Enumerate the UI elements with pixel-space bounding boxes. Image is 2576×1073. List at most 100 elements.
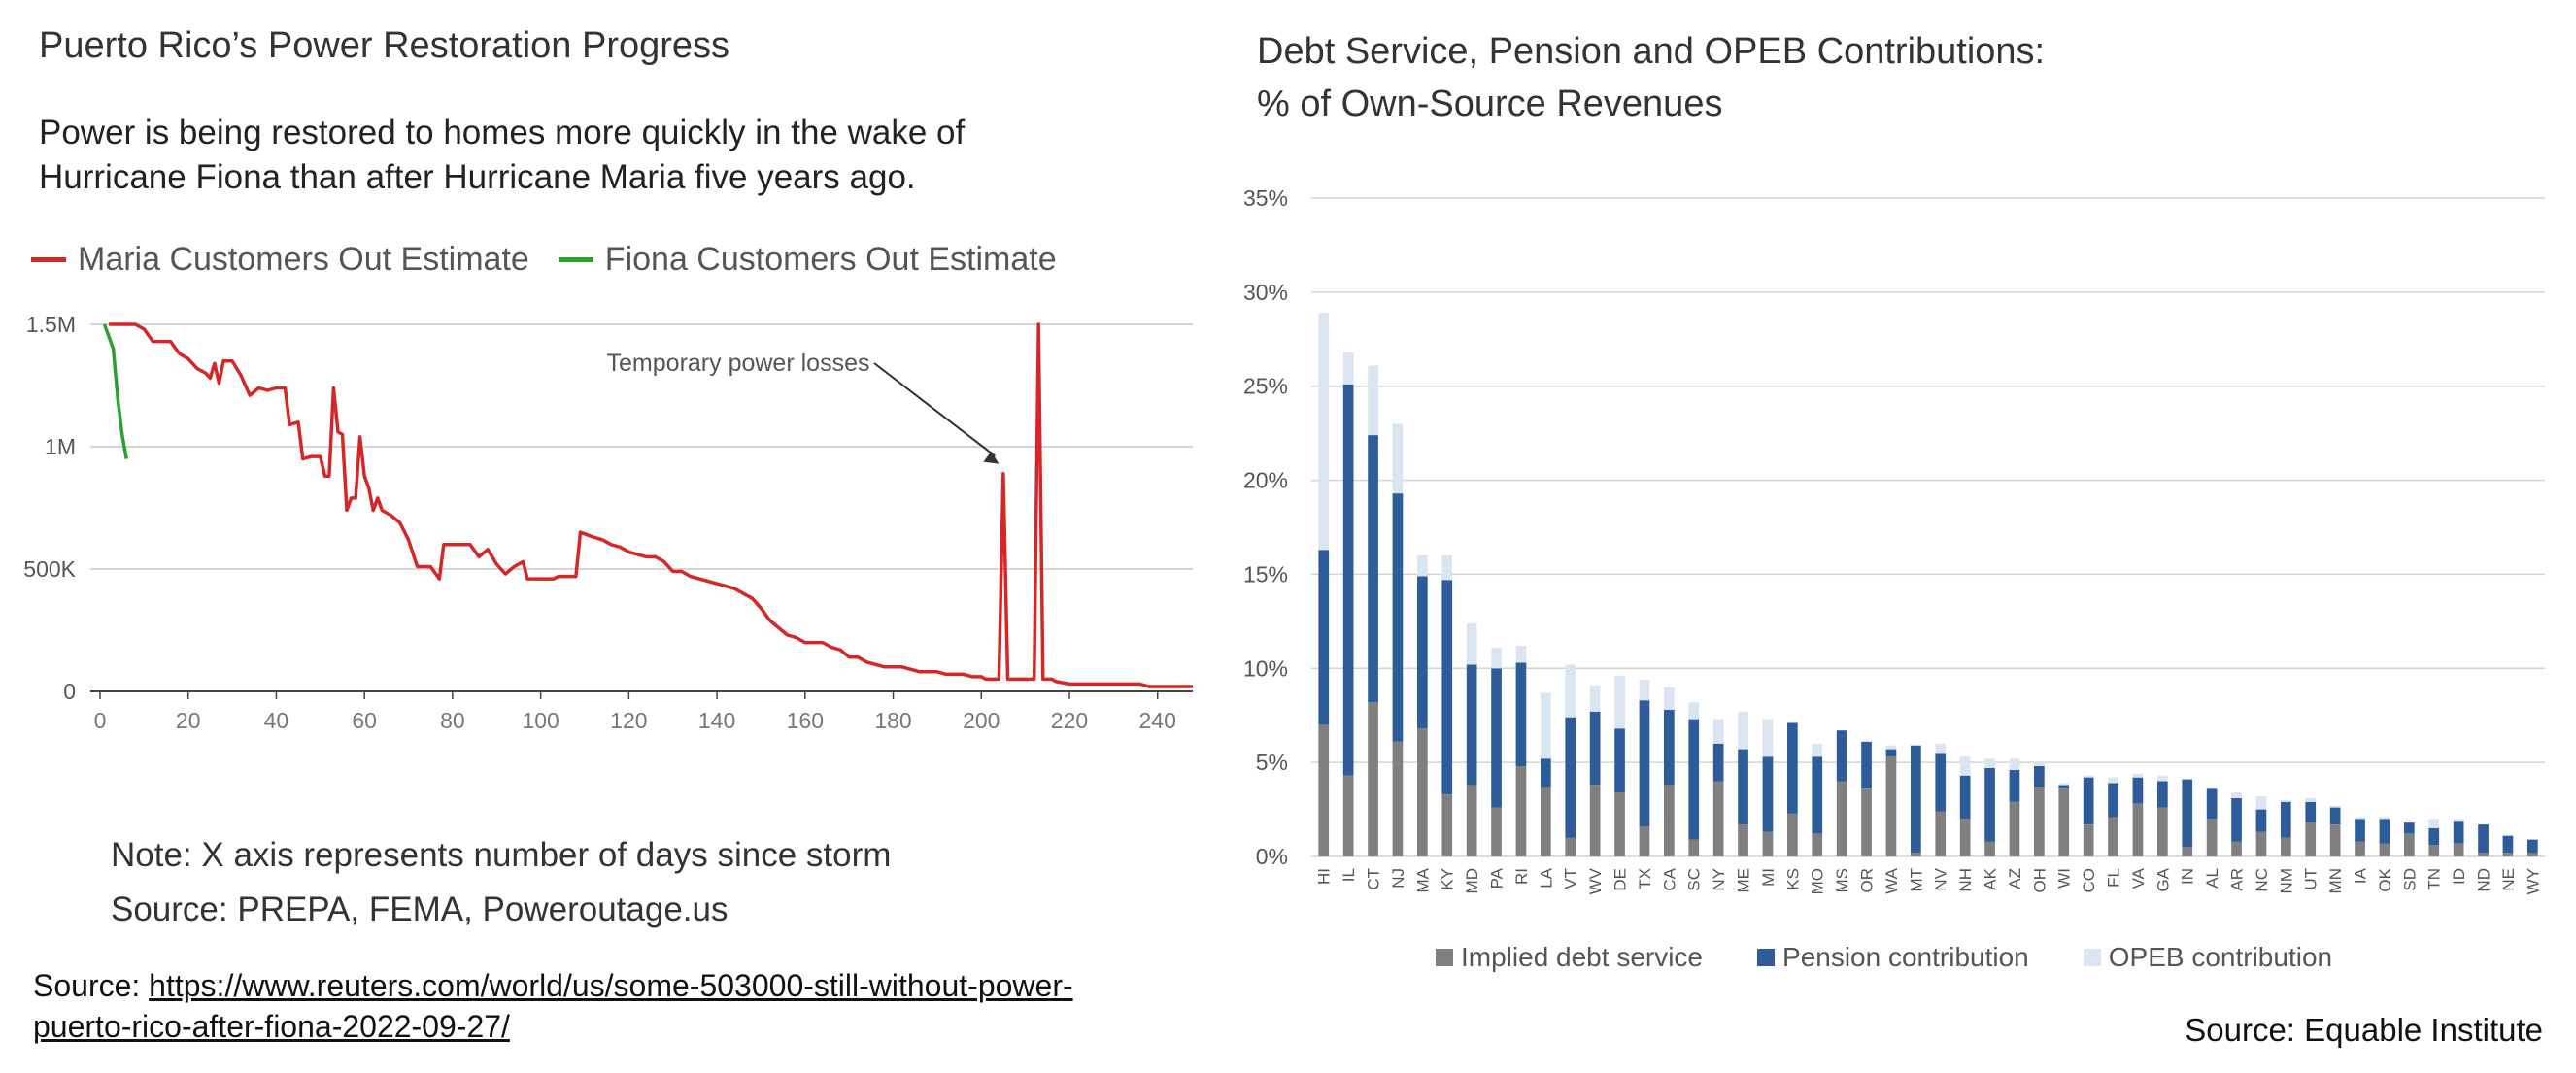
- bar-segment-pension: [2379, 819, 2390, 844]
- bar-segment-debt: [1541, 787, 1551, 856]
- bar-segment-pension: [2305, 801, 2317, 823]
- bar-segment-pension: [1342, 384, 1354, 776]
- bar-segment-opeb: [2157, 775, 2168, 782]
- left-source-prefix: Source:: [33, 968, 150, 1003]
- bar-segment-pension: [1911, 745, 1921, 854]
- y-tick-label: 500K: [23, 556, 76, 582]
- x-category-label: NM: [2277, 868, 2295, 893]
- x-category-label: WI: [2055, 868, 2074, 889]
- x-category-label: ID: [2450, 868, 2468, 885]
- bar-segment-debt: [1565, 837, 1576, 856]
- bar-segment-pension: [1491, 668, 1502, 808]
- x-category-label: MN: [2326, 868, 2345, 893]
- x-tick-label: 20: [176, 708, 201, 733]
- x-category-label: AL: [2203, 868, 2221, 889]
- chart-note-axis: Note: X axis represents number of days s…: [111, 836, 892, 874]
- bar-segment-pension: [2527, 839, 2538, 854]
- bar-segment-opeb: [1712, 719, 1724, 744]
- bar-segment-pension: [1589, 711, 1601, 786]
- bar-segment-opeb: [2453, 819, 2464, 822]
- x-category-label: TN: [2425, 868, 2444, 890]
- bar-segment-debt: [2034, 787, 2045, 856]
- bar-segment-debt: [2329, 824, 2341, 856]
- x-category-label: MA: [1413, 867, 1432, 892]
- bar-segment-pension: [2404, 822, 2415, 834]
- bar-segment-debt: [2255, 831, 2267, 856]
- bar-segment-debt: [1491, 807, 1502, 856]
- bar-segment-pension: [2355, 819, 2365, 842]
- bar-segment-pension: [1861, 741, 1872, 789]
- bar-segment-pension: [2231, 797, 2242, 842]
- x-category-label: WA: [1882, 867, 1901, 893]
- x-category-label: NC: [2253, 868, 2271, 892]
- bar-segment-pension: [1836, 730, 1847, 782]
- x-category-label: MI: [1759, 868, 1778, 887]
- bar-segment-opeb: [1614, 676, 1625, 729]
- bar-segment-pension: [2083, 777, 2094, 824]
- x-category-label: MD: [1463, 868, 1481, 893]
- x-tick-label: 100: [522, 708, 559, 733]
- x-tick-label: 80: [440, 708, 465, 733]
- bar-segment-opeb: [2281, 799, 2291, 802]
- x-tick-label: 200: [963, 708, 1000, 733]
- bar-segment-opeb: [1738, 711, 1748, 750]
- bar-segment-pension: [2034, 766, 2045, 788]
- maria-legend-label: Maria Customers Out Estimate: [78, 241, 529, 278]
- x-category-label: RI: [1512, 868, 1531, 885]
- bar-segment-pension: [1368, 435, 1378, 703]
- x-category-label: KY: [1439, 868, 1457, 890]
- bar-segment-debt: [1762, 831, 1774, 856]
- right-chart-title: Debt Service, Pension and OPEB Contribut…: [1257, 25, 2045, 130]
- bar-segment-pension: [2157, 781, 2168, 808]
- bar-segment-opeb: [1664, 687, 1675, 710]
- bar-segment-opeb: [2255, 796, 2267, 810]
- bar-segment-opeb: [1984, 758, 1995, 768]
- bar-segment-opeb: [2034, 762, 2045, 766]
- x-category-label: MT: [1907, 868, 1925, 892]
- bar-segment-debt: [1911, 853, 1921, 856]
- x-category-label: VT: [1562, 868, 1580, 889]
- fiona-series-line: [102, 323, 128, 459]
- bar-segment-pension: [1541, 758, 1551, 788]
- bar-segment-debt: [2478, 853, 2489, 856]
- left-chart-title: Puerto Rico’s Power Restoration Progress: [39, 25, 730, 66]
- x-category-label: ND: [2475, 868, 2493, 892]
- bar-segment-pension: [1614, 728, 1625, 793]
- bar-segment-debt: [1515, 766, 1527, 856]
- x-tick-label: 240: [1139, 708, 1176, 733]
- x-tick-label: 160: [787, 708, 824, 733]
- bar-segment-debt: [2453, 843, 2464, 856]
- bar-segment-pension: [1738, 749, 1748, 825]
- bar-segment-debt: [1885, 756, 1897, 856]
- bar-segment-pension: [1664, 709, 1675, 786]
- bar-segment-pension: [2108, 783, 2118, 818]
- bar-segment-pension: [1392, 493, 1404, 742]
- debt-legend-label: Implied debt service: [1461, 942, 1704, 972]
- x-category-label: IN: [2179, 868, 2197, 885]
- bar-segment-debt: [2058, 788, 2070, 856]
- x-category-label: DE: [1611, 868, 1630, 891]
- bar-segment-debt: [1392, 741, 1404, 856]
- bar-segment-opeb: [1392, 423, 1404, 494]
- bar-segment-pension: [2182, 779, 2193, 848]
- y-tick-label: 20%: [1243, 468, 1288, 493]
- right-chart-legend: Implied debt service Pension contributio…: [1436, 942, 2387, 973]
- bar-segment-opeb: [1762, 719, 1774, 757]
- reuters-source-link[interactable]: https://www.reuters.com/world/us/some-50…: [33, 968, 1073, 1044]
- x-category-label: FL: [2105, 868, 2123, 888]
- bar-segment-opeb: [1417, 555, 1428, 577]
- legend-item-pension: Pension contribution: [1757, 942, 2029, 973]
- bar-segment-pension: [1959, 775, 1971, 820]
- bar-segment-opeb: [1318, 313, 1330, 551]
- bar-segment-pension: [2478, 824, 2489, 854]
- opeb-legend-label: OPEB contribution: [2108, 942, 2333, 972]
- bar-segment-debt: [1787, 813, 1798, 856]
- bar-segment-debt: [1664, 785, 1675, 856]
- chart-note-source: Source: PREPA, FEMA, Poweroutage.us: [111, 890, 729, 928]
- bar-segment-opeb: [1541, 692, 1551, 759]
- bar-segment-pension: [1417, 576, 1428, 729]
- bar-segment-pension: [1984, 768, 1995, 842]
- x-category-label: SD: [2400, 868, 2419, 891]
- bar-segment-opeb: [1515, 646, 1527, 663]
- bar-segment-pension: [1762, 756, 1774, 832]
